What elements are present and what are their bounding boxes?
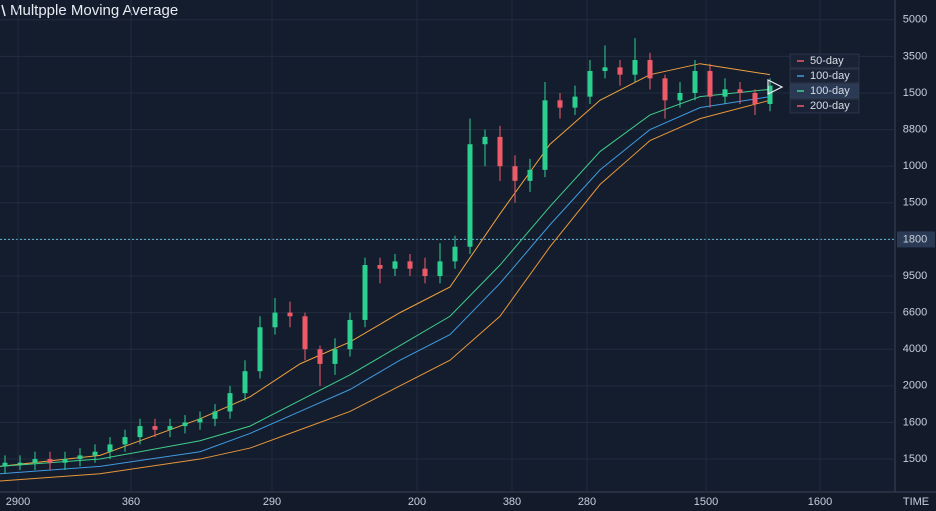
candle-body (317, 349, 323, 364)
candle-body (557, 100, 563, 108)
candle-body (122, 437, 128, 445)
candle-body (647, 60, 653, 79)
candle-body (407, 261, 413, 269)
y-tick-label: 9500 (903, 270, 927, 282)
candle-body (272, 312, 278, 328)
candle-body (47, 459, 53, 463)
candle-body (107, 444, 113, 452)
y-tick-label: 1500 (903, 87, 927, 99)
legend-box (789, 68, 860, 84)
candle-body (707, 71, 713, 97)
candle-body (302, 316, 308, 350)
candle-body (767, 85, 773, 104)
candle-body (437, 261, 443, 277)
candle-body (662, 78, 668, 101)
candle-body (227, 393, 233, 412)
legend: 50-day 100-day 100-day 200-day (789, 53, 860, 114)
title-icon (1, 4, 6, 17)
moving-average-line (0, 63, 771, 467)
candle-body (62, 459, 68, 463)
candle-body (242, 371, 248, 394)
x-axis-label: TIME (903, 496, 929, 508)
candle-body (737, 89, 743, 93)
candle-body (482, 136, 488, 145)
candles (2, 38, 773, 474)
legend-box (789, 98, 860, 114)
candle-body (512, 166, 518, 181)
grid (0, 0, 895, 492)
x-tick-label: 280 (578, 496, 596, 508)
y-tick-label: 2000 (903, 380, 927, 392)
candle-body (722, 89, 728, 97)
y-tick-label: 4000 (903, 343, 927, 355)
candle-body (602, 67, 608, 72)
candle-body (17, 462, 23, 465)
candle-body (692, 71, 698, 93)
axes: 5000 3500 1500 8800 1000 1500 1800 9500 6600 4000… (6, 14, 935, 508)
candle-body (542, 100, 548, 170)
candle-body (152, 426, 158, 430)
candle-body (677, 92, 683, 101)
candle-body (587, 71, 593, 97)
candle-body (632, 60, 638, 75)
candle-body (332, 349, 338, 364)
y-tick-label: 5000 (903, 14, 927, 26)
x-tick-label: 200 (408, 496, 426, 508)
cursor-marker (767, 79, 784, 95)
candle-body (197, 418, 203, 423)
y-tick-label: 1500 (903, 197, 927, 209)
candle-body (422, 268, 428, 277)
x-tick-label: 290 (263, 496, 281, 508)
candle-body (617, 67, 623, 75)
candle-body (167, 426, 173, 430)
candle-body (2, 462, 8, 467)
x-tick-label: 2900 (6, 496, 30, 508)
candle-body (77, 455, 83, 460)
candle-body (32, 459, 38, 463)
plot-area (0, 0, 895, 492)
candle-body (257, 327, 263, 372)
y-tick-label: 6600 (903, 307, 927, 319)
y-tick-label: 3500 (903, 50, 927, 62)
candle-body (137, 426, 143, 438)
candle-body (752, 92, 758, 104)
crosshair-label-box (897, 231, 935, 248)
legend-label: 200-day (810, 100, 850, 112)
candle-body (362, 265, 368, 320)
y-tick-label: 1500 (903, 453, 927, 465)
candle-body (377, 265, 383, 269)
candle-body (92, 451, 98, 456)
candle-body (497, 136, 503, 167)
candle-body (287, 312, 293, 317)
x-tick-label: 1600 (808, 496, 832, 508)
candle-body (212, 411, 218, 419)
x-tick-label: 380 (503, 496, 521, 508)
moving-average-line (0, 99, 771, 482)
candle-body (467, 144, 473, 247)
y-tick-label: 8800 (903, 123, 927, 135)
candle-body (572, 96, 578, 108)
legend-label: 50-day (810, 55, 844, 67)
candle-body (452, 246, 458, 262)
y-tick-label: 1000 (903, 160, 927, 172)
chart-title: Multpple Moving Average (10, 2, 178, 19)
x-tick-label: 1500 (694, 496, 718, 508)
legend-box (789, 53, 860, 69)
y-tick-label: 1800 (903, 233, 927, 245)
legend-label: 100-day (810, 85, 850, 97)
moving-average-line (0, 96, 771, 475)
x-tick-label: 360 (122, 496, 140, 508)
legend-box (789, 83, 860, 99)
candle-body (347, 319, 353, 350)
y-tick-label: 1600 (903, 416, 927, 428)
candle-body (527, 169, 533, 181)
candle-body (182, 422, 188, 427)
legend-label: 100-day (810, 70, 850, 82)
candle-body (392, 261, 398, 269)
moving-averages (0, 63, 771, 482)
moving-average-line (0, 88, 771, 467)
